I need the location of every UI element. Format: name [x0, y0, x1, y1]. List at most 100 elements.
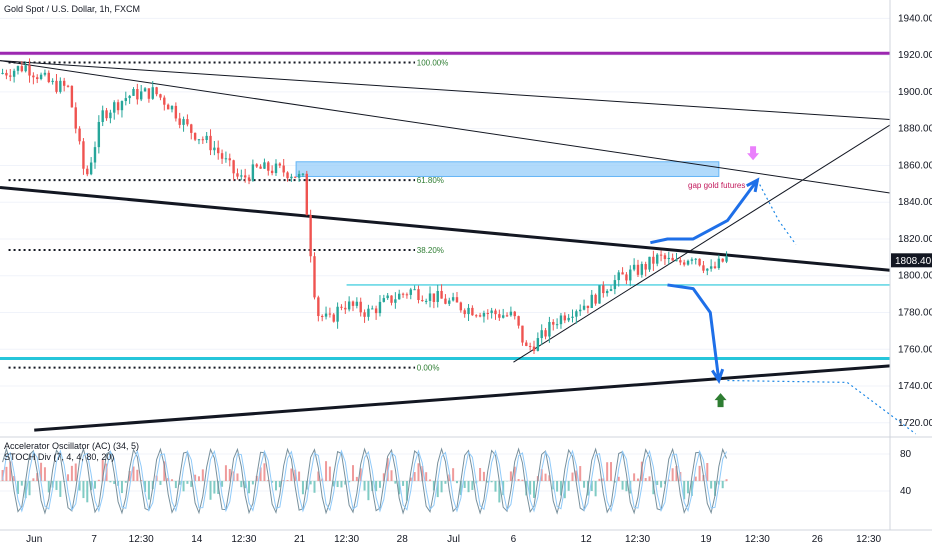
ac-bar	[78, 481, 81, 491]
grid	[0, 17, 890, 424]
ac-bar	[147, 481, 150, 500]
candle-body	[463, 310, 466, 315]
ac-bar	[367, 481, 370, 501]
ac-bar	[290, 468, 293, 481]
ac-bar	[267, 479, 270, 481]
candle-body	[163, 97, 166, 105]
x-tick-label: 19	[700, 534, 712, 545]
candle-body	[267, 162, 270, 171]
ac-bar	[59, 481, 62, 497]
candle-body	[486, 312, 489, 314]
candle-body	[39, 74, 43, 80]
candle-body	[51, 80, 54, 83]
candle-body	[132, 89, 135, 96]
candle-body	[528, 345, 532, 347]
ac-bar	[209, 481, 212, 500]
ac-bar	[82, 481, 85, 499]
candle-body	[155, 87, 158, 95]
x-tick-label: 7	[91, 534, 97, 545]
ac-bar	[382, 473, 385, 481]
candle-body	[263, 162, 266, 169]
candle-body	[136, 89, 139, 100]
ac-bar	[344, 481, 347, 485]
candle-body	[663, 255, 667, 260]
ac-bar	[648, 476, 651, 481]
candle-body	[690, 259, 694, 261]
y-tick-label: 1760.00	[898, 344, 932, 355]
horizontal-levels	[0, 51, 890, 360]
x-tick-label: 12:30	[129, 534, 154, 545]
candle-body	[282, 165, 285, 173]
candle-body	[398, 293, 401, 300]
projection-line	[756, 179, 797, 245]
y-tick-label: 1860.00	[898, 160, 932, 171]
fib-label: 38.20%	[417, 246, 444, 255]
osc-tick: 40	[900, 486, 912, 497]
candle-body	[297, 173, 301, 178]
ac-bar	[274, 481, 277, 491]
y-tick-label: 1800.00	[898, 271, 932, 282]
candle-body	[193, 132, 197, 140]
candle-body	[609, 289, 613, 291]
candle-body	[55, 80, 58, 92]
candle-body	[459, 302, 463, 311]
candle-body	[540, 330, 543, 339]
candle-body	[648, 256, 651, 270]
ac-bar	[213, 481, 216, 494]
candle-body	[220, 153, 224, 159]
ac-bar	[440, 481, 443, 493]
ac-bar	[286, 480, 289, 481]
candle-body	[251, 164, 255, 181]
ac-bar	[606, 462, 609, 481]
ac-bar	[625, 481, 628, 492]
ac-bar	[390, 470, 393, 481]
ac-bar	[90, 481, 93, 491]
stoch-d	[2, 449, 727, 513]
candle-body	[725, 256, 728, 262]
candle-body	[301, 173, 305, 175]
ac-bar	[201, 469, 204, 481]
candle-body	[147, 88, 151, 99]
candle-body	[644, 264, 647, 270]
ac-bar	[444, 481, 447, 484]
candle-body	[5, 72, 8, 76]
trendline	[0, 60, 891, 194]
candle-body	[532, 346, 536, 351]
ac-bar	[363, 481, 366, 491]
ac-bar	[240, 481, 243, 488]
ac-bar	[482, 471, 485, 481]
ac-bar	[594, 481, 597, 497]
candle-body	[89, 162, 93, 175]
candle-body	[151, 87, 154, 99]
candle-body	[97, 121, 101, 148]
ac-bar	[24, 481, 27, 499]
candle-body	[197, 139, 201, 141]
forecast-arrowhead	[746, 177, 760, 193]
candle-body	[20, 66, 24, 72]
candle-body	[702, 265, 705, 271]
ac-bar	[190, 481, 193, 487]
candle-body	[671, 257, 674, 261]
ac-bar	[263, 463, 266, 481]
ac-bar	[667, 479, 670, 481]
candle-body	[9, 75, 12, 77]
candle-body	[116, 102, 120, 111]
candle-body	[555, 324, 559, 326]
candle-body	[667, 257, 670, 260]
ac-bar	[167, 477, 170, 481]
ac-bar	[610, 462, 613, 481]
candle-body	[698, 258, 701, 266]
ac-bar	[706, 463, 709, 481]
ac-bar	[486, 481, 489, 483]
oscillator-pane: 80 40	[0, 436, 932, 515]
ac-bar	[355, 476, 358, 481]
y-tick-label: 1840.00	[898, 197, 932, 208]
ac-bar	[394, 481, 397, 484]
x-tick-label: 28	[397, 534, 409, 545]
candle-body	[371, 308, 374, 310]
candle-body	[190, 124, 193, 133]
ac-bar	[182, 481, 185, 492]
candle-body	[278, 163, 282, 166]
ac-bar	[171, 479, 174, 481]
